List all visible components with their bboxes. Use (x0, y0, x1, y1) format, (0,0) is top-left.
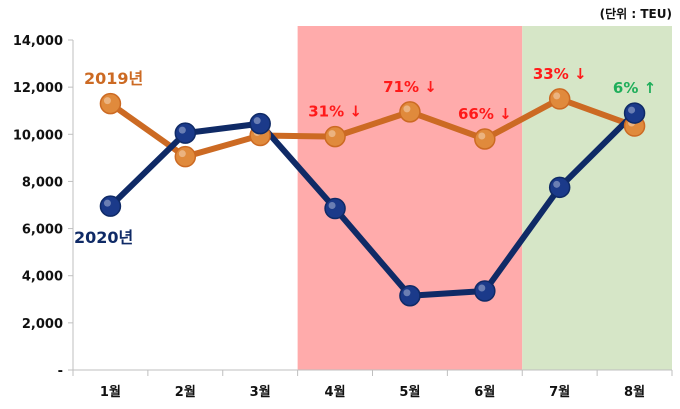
change-annotation: 31% ↓ (308, 103, 362, 121)
data-point-highlight (403, 289, 411, 297)
x-tick-label: 2월 (175, 384, 196, 400)
x-tick-label: 1월 (100, 384, 121, 400)
y-tick-label: 12,000 (13, 81, 63, 96)
y-tick-label: 14,000 (13, 34, 63, 49)
data-point (399, 285, 421, 307)
data-point (99, 195, 122, 217)
y-tick-label: - (58, 364, 63, 379)
data-point (474, 128, 496, 150)
data-point-highlight (403, 105, 411, 113)
change-annotation: 71% ↓ (383, 78, 437, 96)
change-annotation: 33% ↓ (533, 65, 587, 83)
series-label-2020: 2020년 (74, 228, 133, 247)
data-point (249, 112, 271, 135)
y-tick-label: 10,000 (13, 128, 63, 143)
data-point (99, 92, 122, 115)
data-point-highlight (103, 97, 111, 105)
highlight-band-1 (522, 26, 672, 370)
data-point (174, 145, 197, 168)
x-tick-label: 8월 (624, 384, 645, 400)
series-lines (107, 95, 638, 299)
data-point-highlight (103, 199, 111, 207)
data-point (324, 125, 346, 148)
data-point-highlight (328, 130, 336, 138)
data-point-highlight (253, 117, 261, 125)
data-point-highlight (553, 180, 561, 188)
data-point-highlight (178, 126, 186, 134)
data-point (399, 101, 421, 123)
data-point (324, 197, 346, 220)
y-tick-label: 8,000 (22, 175, 63, 190)
x-tick-label: 4월 (325, 384, 346, 400)
y-tick-label: 4,000 (22, 270, 63, 285)
highlight-bands (297, 26, 672, 370)
data-point-highlight (553, 92, 561, 100)
y-tick-label: 6,000 (22, 223, 63, 238)
unit-label: (단위 : TEU) (600, 6, 672, 21)
y-tick-label: 2,000 (22, 317, 63, 332)
x-tick-label: 3월 (250, 384, 271, 400)
data-point (623, 102, 646, 124)
labels: (단위 : TEU) 2019년 2020년 31% ↓ 71% ↓ 66% ↓ 33% ↓… (74, 6, 672, 247)
data-point (548, 176, 571, 199)
data-point-highlight (628, 106, 636, 114)
data-point (548, 88, 571, 110)
series-line-1 (107, 110, 638, 299)
series-line-0 (107, 95, 638, 160)
data-point (174, 122, 197, 144)
series-markers (99, 88, 646, 307)
data-point (474, 280, 496, 302)
x-tick-label: 7월 (549, 384, 570, 400)
x-tick-label: 5월 (399, 384, 420, 400)
data-point-highlight (478, 284, 486, 292)
data-point-highlight (478, 132, 486, 140)
axes: - 2,000 4,000 6,000 8,000 10,000 12,000 14,000 1… (13, 34, 673, 400)
data-point-highlight (178, 150, 186, 158)
data-point-highlight (328, 202, 336, 210)
change-annotation: 66% ↓ (458, 105, 512, 123)
change-annotation: 6% ↑ (613, 79, 656, 97)
x-tick-label: 6월 (474, 384, 495, 400)
series-label-2019: 2019년 (84, 69, 143, 88)
